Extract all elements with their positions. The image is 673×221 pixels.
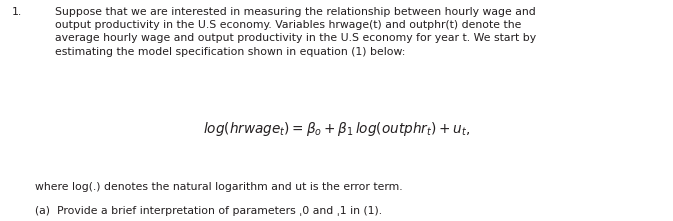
Text: 1.: 1. — [12, 7, 22, 17]
Text: (a)  Provide a brief interpretation of parameters ˌ0 and ˌ1 in (1).: (a) Provide a brief interpretation of pa… — [35, 206, 382, 215]
Text: Suppose that we are interested in measuring the relationship between hourly wage: Suppose that we are interested in measur… — [55, 7, 536, 57]
Text: $\mathit{log(hrwage_t)} = \beta_o + \beta_1\,\mathit{log(outphr_t)} + u_t,$: $\mathit{log(hrwage_t)} = \beta_o + \bet… — [203, 120, 470, 138]
Text: where log(.) denotes the natural logarithm and ut is the error term.: where log(.) denotes the natural logarit… — [35, 182, 402, 192]
